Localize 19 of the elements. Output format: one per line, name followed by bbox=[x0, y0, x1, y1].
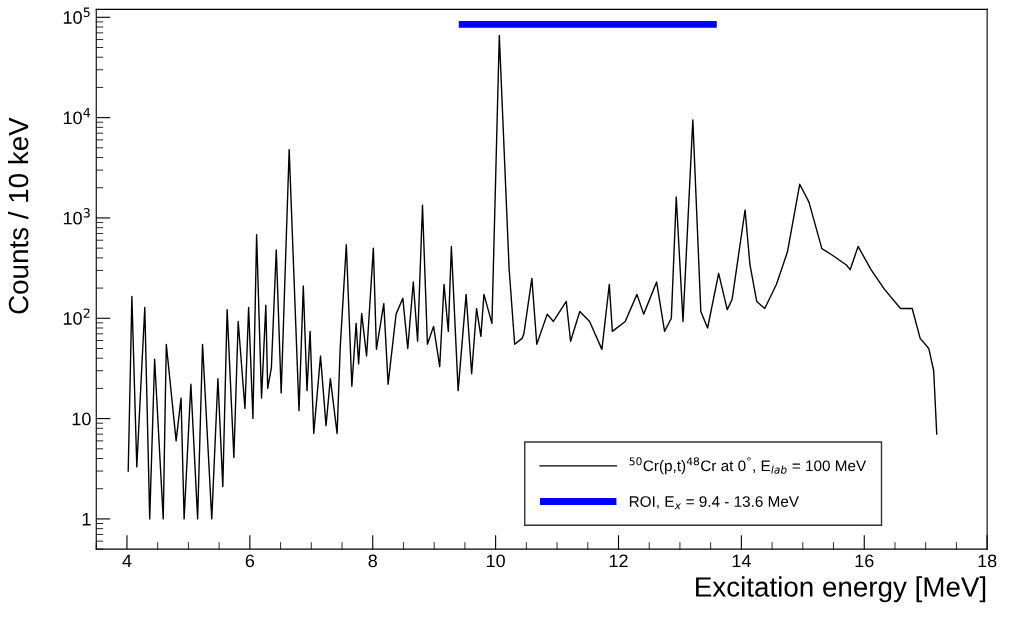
y-tick-label: 10 bbox=[72, 412, 91, 426]
y-tick-label: 1 bbox=[82, 513, 91, 526]
y-tick-label: 10$^{4}$ bbox=[63, 107, 91, 125]
y-tick-label: 10$^{5}$ bbox=[63, 7, 90, 24]
x-axis-title: Excitation energy [MeV] bbox=[696, 576, 986, 603]
x-tick-label: 6 bbox=[245, 554, 255, 568]
x-tick-label: 12 bbox=[609, 554, 628, 568]
y-axis-title: Counts / 10 keV bbox=[8, 117, 29, 314]
line-series bbox=[127, 34, 938, 520]
x-tick-label: 10 bbox=[486, 554, 505, 568]
x-tick-label: 16 bbox=[855, 554, 874, 568]
x-tick-label: 8 bbox=[368, 554, 377, 568]
x-tick-label: 4 bbox=[122, 554, 132, 568]
legend-label: $^{50}$Cr(p,t)$^{48}$Cr at 0$^{°}$, E$_{lab}$ = 100 MeV bbox=[629, 457, 867, 475]
y-tick-label: 10$^{2}$ bbox=[63, 308, 90, 325]
y-tick-label: 10$^{3}$ bbox=[63, 208, 90, 225]
legend-label: ROI, E$_{x}$ = 9.4 - 13.6 MeV bbox=[629, 496, 799, 510]
x-tick-label: 18 bbox=[978, 554, 997, 568]
x-tick-label: 14 bbox=[732, 554, 751, 568]
